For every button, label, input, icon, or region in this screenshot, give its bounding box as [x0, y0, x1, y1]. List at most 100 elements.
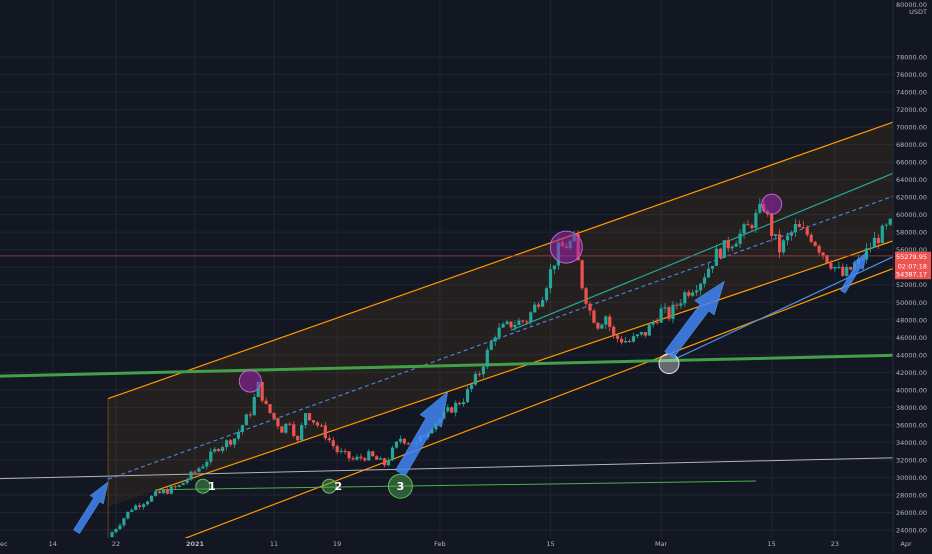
y-tick-label: 60000.00 [896, 211, 927, 219]
candle-body [494, 337, 497, 341]
candle-body [513, 325, 516, 327]
candle-body [490, 341, 493, 349]
y-tick-label: 26000.00 [896, 509, 927, 517]
candle-body [742, 224, 745, 233]
candle-body [829, 263, 832, 269]
x-tick-label: Feb [434, 540, 446, 548]
candle-body [545, 288, 548, 300]
time-axis[interactable]: ec142220211119Feb15Mar1523Apr1220May10 [0, 538, 932, 550]
candle-body [114, 529, 117, 532]
candle-body [229, 440, 232, 444]
candle-body [474, 374, 477, 385]
candle-body [221, 447, 224, 451]
price-axis[interactable]: 80000.00USDT24000.0026000.0028000.003000… [893, 0, 932, 550]
candle-body [845, 267, 848, 276]
candle-body [292, 424, 295, 436]
candle-body [612, 327, 615, 335]
candle-body [588, 304, 591, 311]
y-tick-label: 48000.00 [896, 316, 927, 324]
candle-body [841, 267, 844, 276]
candle-body [505, 322, 508, 325]
y-tick-label: 32000.00 [896, 456, 927, 464]
candle-body [608, 317, 611, 327]
candle-body [213, 449, 216, 452]
candle-body [462, 402, 465, 404]
y-tick-label: 40000.00 [896, 386, 927, 394]
candle-body [209, 452, 212, 462]
candle-body [616, 335, 619, 339]
candle-body [320, 425, 323, 426]
candle-body [178, 485, 181, 487]
x-tick-label: 15 [546, 540, 554, 548]
candle-body [754, 213, 757, 228]
x-tick-label: ec [0, 540, 8, 548]
candle-body [399, 439, 402, 442]
y-tick-label: 46000.00 [896, 334, 927, 342]
candle-body [158, 491, 161, 493]
y-tick-label: 36000.00 [896, 421, 927, 429]
x-tick-label: 11 [270, 540, 278, 548]
candle-body [660, 308, 663, 322]
touch-marker-1-label: 1 [208, 480, 216, 493]
candle-body [644, 332, 647, 336]
candle-body [727, 240, 730, 248]
candle-body [304, 413, 307, 425]
candle-body [182, 483, 185, 485]
candle-body [703, 277, 706, 283]
candle-body [359, 457, 362, 458]
candle-body [162, 490, 165, 493]
candle-body [778, 234, 781, 252]
candle-body [363, 458, 366, 460]
time-axis-bg [0, 538, 893, 550]
candle-body [802, 227, 805, 228]
peak-marker-mar[interactable] [762, 194, 782, 214]
x-tick-label: 15 [768, 540, 776, 548]
candle-body [679, 303, 682, 305]
y-tick-label: 62000.00 [896, 194, 927, 202]
candle-body [723, 240, 726, 258]
candle-body [201, 466, 204, 468]
candle-body [387, 460, 390, 465]
candle-body [877, 238, 880, 243]
candle-body [806, 228, 809, 235]
candle-body [739, 233, 742, 243]
candle-body [683, 292, 686, 303]
candle-body [166, 490, 169, 494]
peak-marker-feb[interactable] [550, 231, 582, 263]
candle-body [276, 418, 279, 426]
candle-body [470, 385, 473, 389]
candle-body [367, 451, 370, 460]
candle-body [403, 439, 406, 444]
candle-body [537, 305, 540, 307]
candle-body [711, 266, 714, 269]
candle-body [873, 238, 876, 248]
candle-body [849, 267, 852, 270]
peak-marker-jan[interactable] [239, 370, 261, 392]
y-tick-label: 38000.00 [896, 404, 927, 412]
y-tick-label: 58000.00 [896, 229, 927, 237]
candle-body [782, 240, 785, 252]
candle-body [110, 532, 113, 537]
candle-body [675, 305, 678, 306]
price-tag-timer: 02:07:18 [898, 262, 927, 270]
y-tick-label: 64000.00 [896, 176, 927, 184]
candle-body [533, 305, 536, 313]
candle-body [446, 407, 449, 411]
candle-body [592, 311, 595, 323]
candle-body [308, 413, 311, 420]
candle-body [509, 322, 512, 328]
y-tick-label: 42000.00 [896, 369, 927, 377]
candle-body [837, 267, 840, 268]
y-tick-label: 76000.00 [896, 71, 927, 79]
x-tick-label: 19 [333, 540, 341, 548]
candle-body [288, 424, 291, 425]
y-tick-label: 34000.00 [896, 439, 927, 447]
candle-body [225, 440, 228, 447]
candle-body [825, 255, 828, 263]
candle-body [770, 214, 773, 236]
touch-marker-mar[interactable] [659, 354, 679, 374]
y-tick-label: 66000.00 [896, 159, 927, 167]
candle-body [790, 232, 793, 235]
